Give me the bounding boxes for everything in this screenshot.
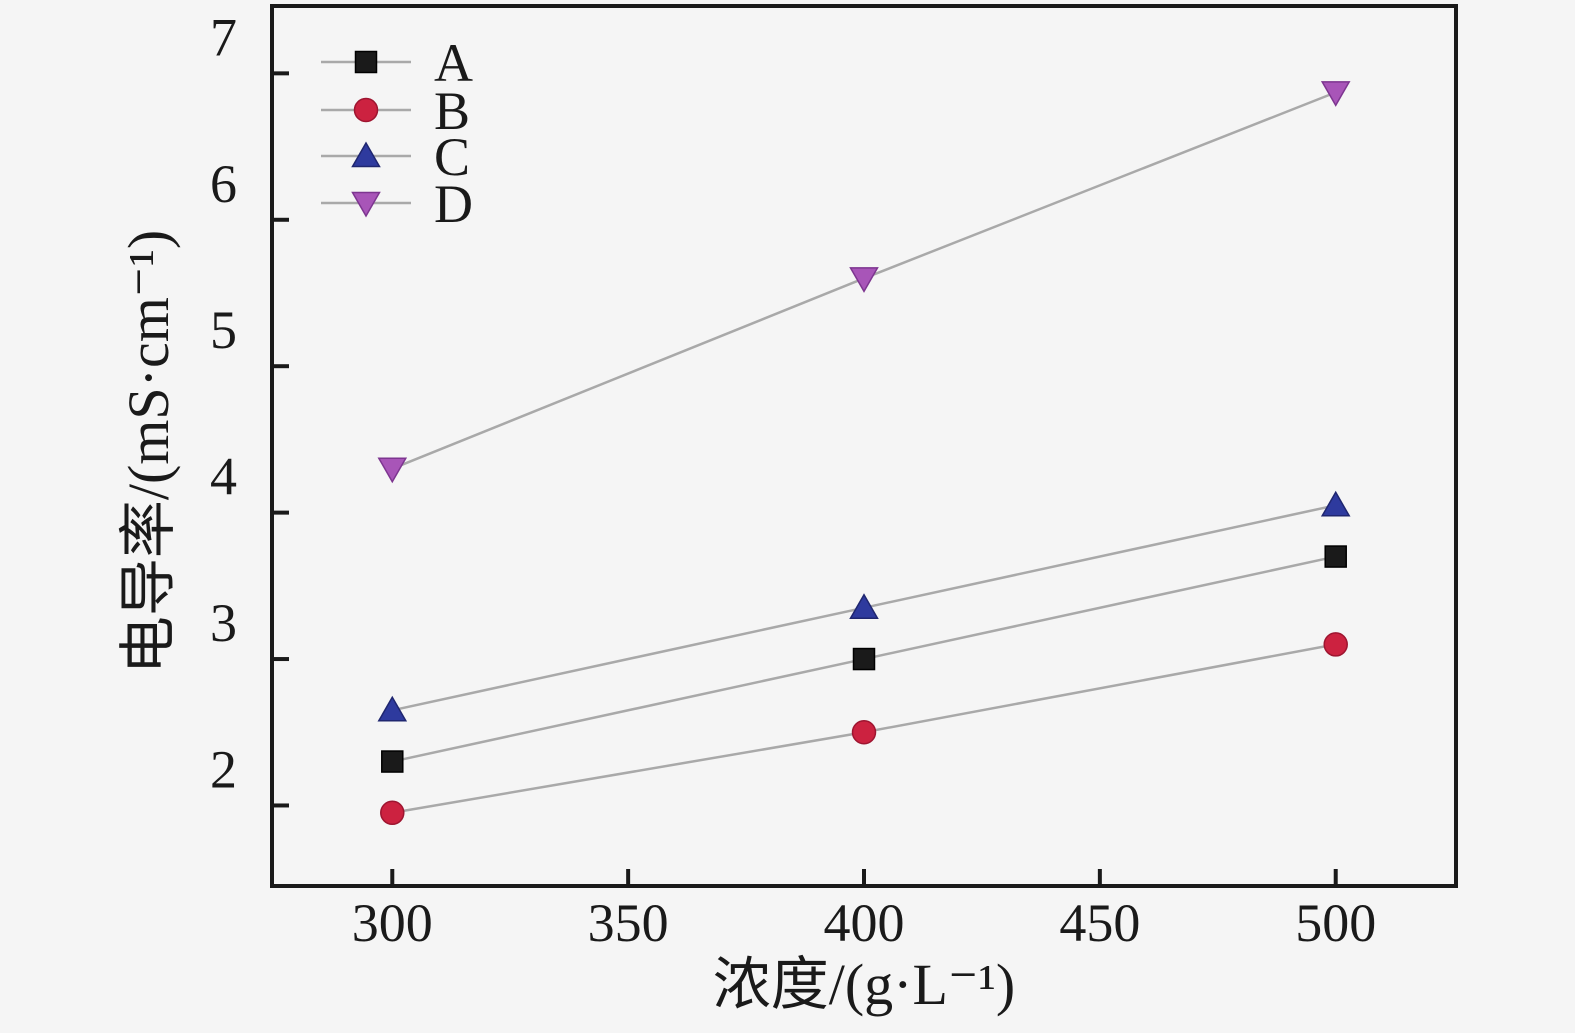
y-axis-title: 电导率/(mS·cm⁻¹): [116, 230, 181, 674]
series-C: [377, 490, 1351, 722]
series-D-marker-400: [849, 267, 879, 293]
series-C-marker-500: [1320, 490, 1351, 517]
series-B: [380, 632, 1348, 826]
y-tick-label-4: 4: [210, 447, 237, 507]
y-tick-label-7: 7: [210, 7, 237, 67]
y-tick-label-2: 2: [210, 739, 237, 799]
legend-item-B: B: [321, 81, 470, 141]
series-A-marker-500: [1324, 545, 1347, 568]
legend-label-A: A: [434, 33, 473, 93]
series-B-marker-300: [380, 800, 405, 826]
series-C-marker-300: [377, 695, 408, 722]
data-series: [377, 81, 1351, 826]
legend-item-A: A: [321, 33, 473, 93]
x-tick-label-500: 500: [1295, 893, 1376, 953]
series-B-marker-400: [851, 720, 877, 745]
legend-marker-C: [351, 141, 381, 168]
x-tick-label-300: 300: [352, 893, 433, 953]
legend-item-C: C: [321, 127, 470, 187]
y-tick-label-6: 6: [210, 154, 237, 214]
legend-marker-A: [354, 50, 378, 74]
legend-marker-D: [351, 191, 381, 218]
x-tick-label-400: 400: [824, 893, 905, 953]
legend-label-D: D: [434, 174, 473, 234]
legend-label-C: C: [434, 127, 470, 187]
x-tick-label-350: 350: [588, 893, 669, 953]
series-B-marker-500: [1323, 632, 1348, 657]
series-C-marker-400: [849, 593, 879, 620]
series-A-marker-400: [852, 647, 876, 671]
axes: 300 350 400 450 500 2 3 4 5 6 7: [210, 4, 1458, 953]
x-axis-title: 浓度/(g·L⁻¹): [713, 952, 1016, 1017]
series-D-marker-500: [1320, 81, 1351, 107]
x-tick-label-450: 450: [1059, 893, 1140, 953]
y-tick-label-3: 3: [210, 593, 237, 653]
plot-border: [270, 4, 1458, 888]
series-A: [381, 545, 1347, 773]
series-A-marker-300: [381, 750, 404, 773]
legend-item-D: D: [321, 174, 473, 234]
series-D-marker-300: [377, 457, 408, 484]
y-tick-label-5: 5: [210, 300, 237, 360]
legend-label-B: B: [434, 81, 470, 141]
series-D: [377, 81, 1351, 484]
legend-marker-B: [353, 97, 379, 123]
